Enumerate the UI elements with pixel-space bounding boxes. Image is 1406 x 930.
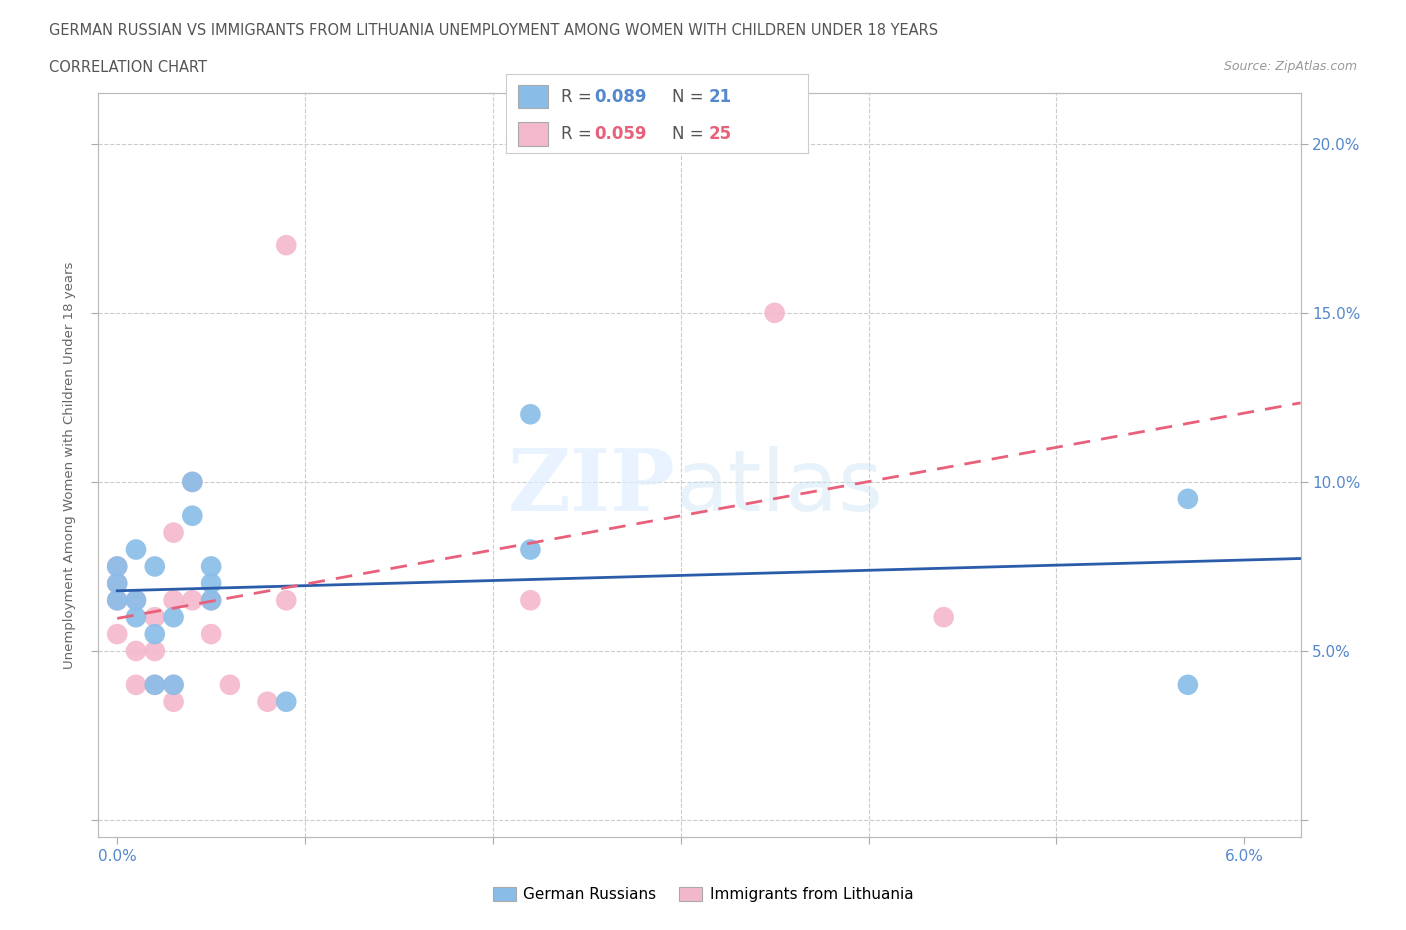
Point	[181, 592, 204, 607]
Point	[200, 627, 222, 642]
Text: 0.089: 0.089	[593, 87, 647, 105]
Point	[219, 677, 242, 692]
Point	[162, 525, 184, 540]
Point	[519, 406, 541, 421]
Point	[200, 559, 222, 574]
Point	[276, 238, 298, 253]
Point	[105, 559, 128, 574]
Point	[519, 542, 541, 557]
Point	[105, 576, 128, 591]
Point	[162, 677, 184, 692]
Text: 25: 25	[709, 125, 731, 142]
Point	[105, 627, 128, 642]
Text: N =: N =	[672, 87, 709, 105]
Point	[125, 592, 148, 607]
Point	[162, 592, 184, 607]
FancyBboxPatch shape	[519, 122, 548, 146]
Point	[143, 559, 166, 574]
Text: GERMAN RUSSIAN VS IMMIGRANTS FROM LITHUANIA UNEMPLOYMENT AMONG WOMEN WITH CHILDR: GERMAN RUSSIAN VS IMMIGRANTS FROM LITHUA…	[49, 23, 938, 38]
Point	[143, 627, 166, 642]
Legend: German Russians, Immigrants from Lithuania: German Russians, Immigrants from Lithuan…	[486, 881, 920, 909]
Point	[1177, 677, 1199, 692]
Point	[125, 592, 148, 607]
Point	[162, 695, 184, 710]
Point	[932, 610, 955, 625]
Point	[1177, 491, 1199, 506]
Point	[143, 677, 166, 692]
Point	[143, 610, 166, 625]
Point	[162, 610, 184, 625]
Point	[143, 644, 166, 658]
Point	[125, 677, 148, 692]
Point	[105, 559, 128, 574]
Text: ZIP: ZIP	[508, 445, 675, 529]
Point	[162, 677, 184, 692]
Point	[125, 542, 148, 557]
Point	[200, 592, 222, 607]
Text: CORRELATION CHART: CORRELATION CHART	[49, 60, 207, 75]
Text: atlas: atlas	[675, 445, 883, 529]
Text: N =: N =	[672, 125, 709, 142]
Text: R =: R =	[561, 87, 596, 105]
FancyBboxPatch shape	[519, 85, 548, 109]
Point	[181, 509, 204, 524]
Point	[105, 592, 128, 607]
Point	[519, 592, 541, 607]
Point	[105, 576, 128, 591]
Point	[125, 610, 148, 625]
Text: 0.059: 0.059	[593, 125, 647, 142]
Point	[105, 592, 128, 607]
Point	[200, 576, 222, 591]
Text: 21: 21	[709, 87, 731, 105]
Y-axis label: Unemployment Among Women with Children Under 18 years: Unemployment Among Women with Children U…	[62, 261, 76, 669]
Point	[276, 695, 298, 710]
Text: Source: ZipAtlas.com: Source: ZipAtlas.com	[1223, 60, 1357, 73]
Point	[143, 677, 166, 692]
Point	[200, 592, 222, 607]
Point	[181, 474, 204, 489]
Point	[276, 592, 298, 607]
Text: R =: R =	[561, 125, 596, 142]
Point	[181, 474, 204, 489]
Point	[256, 695, 278, 710]
Point	[763, 305, 786, 320]
Point	[125, 644, 148, 658]
